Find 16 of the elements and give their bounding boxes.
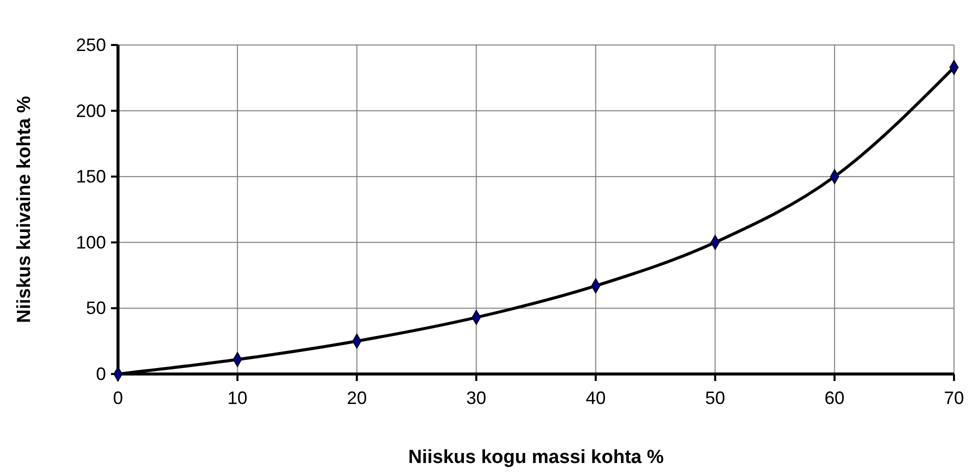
y-axis-title: Niiskus kuivaine kohta % <box>14 96 35 324</box>
y-tick-label: 200 <box>76 100 106 121</box>
x-tick-label: 70 <box>944 388 964 408</box>
x-tick-label: 60 <box>824 388 845 408</box>
y-tick-label: 50 <box>86 298 106 318</box>
y-tick-label: 250 <box>76 35 106 55</box>
y-tick-label: 150 <box>76 166 106 187</box>
y-tick-label: 100 <box>76 232 106 252</box>
x-tick-label: 20 <box>346 388 367 408</box>
x-axis-title: Niiskus kogu massi kohta % <box>408 447 664 468</box>
x-tick-label: 30 <box>466 388 486 408</box>
y-tick-label: 0 <box>96 364 106 384</box>
x-tick-label: 10 <box>227 388 248 408</box>
x-tick-label: 50 <box>705 388 726 408</box>
x-tick-label: 40 <box>586 388 606 408</box>
x-tick-label: 0 <box>112 388 124 408</box>
